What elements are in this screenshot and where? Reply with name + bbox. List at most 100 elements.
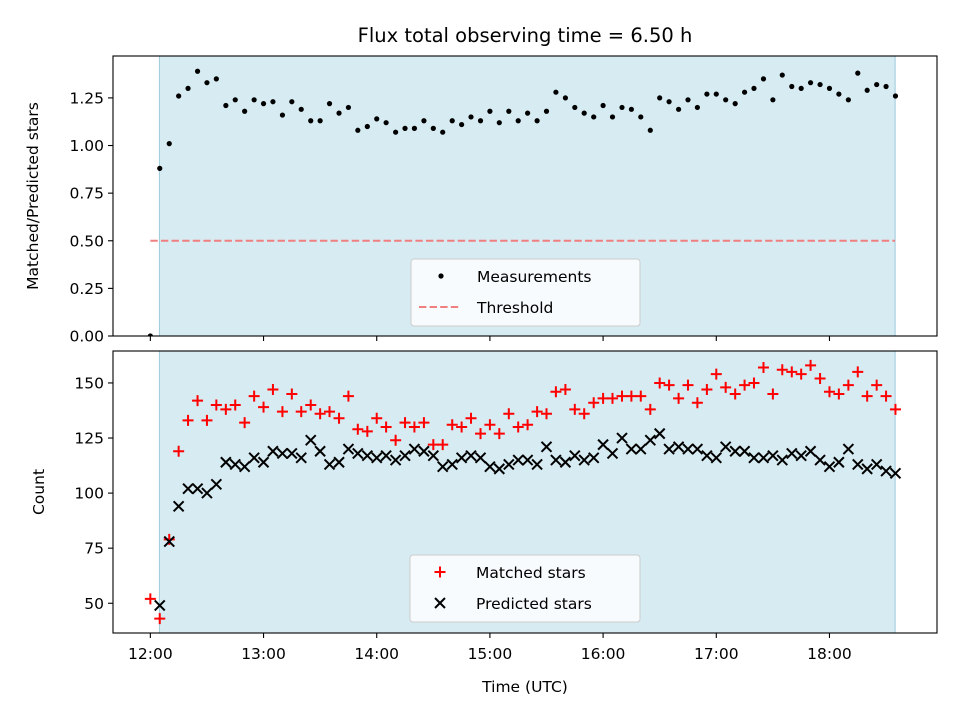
data-point — [342, 443, 355, 455]
legend-label: Matched stars — [476, 564, 586, 582]
data-point — [550, 386, 562, 398]
data-point — [276, 447, 289, 460]
y-tick-label: 75 — [84, 540, 104, 558]
y-tick-label: 0.25 — [69, 280, 104, 298]
data-point — [779, 72, 785, 78]
x-tick-label: 14:00 — [354, 645, 399, 663]
data-point — [493, 428, 505, 440]
data-point — [795, 449, 807, 462]
data-point — [238, 460, 251, 473]
data-point — [295, 406, 307, 418]
data-point — [154, 613, 166, 625]
data-point — [883, 83, 889, 90]
data-point — [248, 452, 260, 464]
data-point — [352, 423, 364, 435]
data-point — [578, 454, 590, 466]
data-point — [710, 368, 722, 380]
data-point — [723, 97, 729, 103]
data-point — [616, 390, 628, 402]
x-tick-label: 13:00 — [241, 645, 286, 663]
data-point — [399, 449, 411, 462]
data-point — [326, 101, 333, 107]
data-point — [333, 456, 345, 468]
x-tick-label: 16:00 — [581, 645, 626, 663]
x-tick-label: 18:00 — [807, 645, 852, 663]
y-axis-label: Count — [30, 469, 48, 515]
data-point — [459, 121, 465, 128]
data-point — [522, 419, 534, 431]
data-point — [760, 76, 767, 82]
data-point — [223, 102, 229, 109]
data-point — [393, 129, 399, 135]
data-point — [823, 460, 836, 473]
data-point — [713, 91, 719, 97]
data-point — [852, 458, 864, 471]
data-point — [210, 478, 223, 490]
data-point — [333, 412, 345, 424]
data-point — [842, 443, 855, 455]
data-point — [572, 104, 578, 111]
data-point — [870, 458, 883, 471]
data-point — [861, 390, 873, 402]
data-point — [874, 81, 880, 88]
data-point — [383, 120, 389, 126]
data-point — [465, 449, 477, 462]
data-point — [355, 127, 361, 133]
data-point — [267, 384, 279, 396]
data-point — [157, 165, 163, 171]
data-point — [336, 110, 342, 116]
data-point — [845, 97, 851, 103]
data-point — [889, 467, 902, 479]
legend-marker — [434, 597, 446, 609]
data-point — [776, 364, 788, 376]
data-point — [418, 417, 430, 429]
legend-box — [410, 258, 641, 327]
data-point — [729, 388, 741, 400]
data-point — [399, 417, 411, 429]
data-point — [569, 403, 581, 415]
data-point — [654, 377, 666, 389]
data-point — [427, 439, 439, 451]
data-point — [342, 390, 354, 402]
data-point — [456, 421, 468, 433]
data-point — [229, 399, 241, 411]
data-point — [550, 454, 562, 466]
data-point — [647, 127, 653, 133]
data-point — [484, 460, 496, 473]
data-point — [741, 89, 748, 95]
data-point — [531, 406, 543, 418]
data-point — [644, 434, 657, 446]
y-tick-label: 0.75 — [69, 185, 104, 203]
data-point — [814, 454, 826, 466]
data-point — [682, 379, 694, 391]
data-point — [144, 593, 156, 605]
data-point — [889, 403, 901, 415]
data-point — [163, 533, 175, 545]
data-point — [213, 76, 219, 82]
data-point — [267, 445, 279, 457]
data-point — [757, 362, 769, 374]
y-tick-label: 1.00 — [69, 137, 104, 155]
data-point — [440, 129, 446, 135]
legend-label: Measurements — [477, 268, 592, 286]
data-point — [364, 123, 370, 130]
legend: Measurements Threshold — [410, 258, 641, 327]
data-point — [411, 125, 418, 131]
data-point — [191, 482, 204, 495]
data-point — [295, 452, 307, 464]
data-point — [578, 408, 590, 420]
data-point — [220, 403, 232, 415]
data-point — [871, 379, 883, 391]
data-point — [185, 85, 191, 91]
data-point — [232, 97, 238, 103]
data-point — [672, 441, 685, 453]
data-point — [833, 388, 845, 400]
data-point — [559, 384, 571, 396]
data-point — [512, 421, 524, 433]
data-point — [248, 390, 260, 402]
data-point — [597, 438, 609, 451]
data-point — [194, 68, 201, 74]
data-point — [836, 91, 842, 97]
data-point — [314, 408, 326, 420]
data-point — [421, 118, 427, 124]
